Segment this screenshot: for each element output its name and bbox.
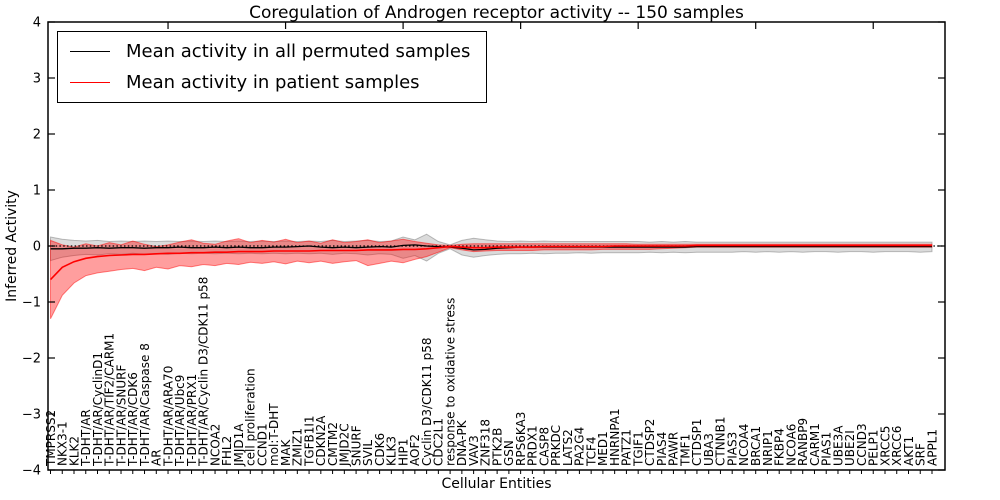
x-tick-label: NCOA2 xyxy=(208,424,222,466)
y-tick-label: 4 xyxy=(33,16,41,31)
x-tick-label: XRCC6 xyxy=(890,426,904,466)
x-tick-label: CCND1 xyxy=(255,423,269,466)
x-tick-label: RPS6KA3 xyxy=(514,412,528,466)
x-tick-label: RANBP9 xyxy=(796,418,810,466)
x-tick-label: KLK2 xyxy=(67,436,81,466)
x-tick-label: TCF4 xyxy=(585,436,599,467)
legend-item-permuted: Mean activity in all permuted samples xyxy=(70,38,470,65)
y-tick-label: −3 xyxy=(22,408,41,423)
x-tick-label: CDK6 xyxy=(373,433,387,466)
patient-line-swatch xyxy=(70,82,110,83)
x-tick-label: SVIL xyxy=(361,440,375,466)
x-tick-label: CTDSP1 xyxy=(690,419,704,466)
x-tick-label: T-DHT/AR xyxy=(79,409,93,467)
x-tick-label: TMF1 xyxy=(679,434,693,467)
x-tick-label: response to oxidative stress xyxy=(443,298,457,466)
x-tick-label: TGIF1 xyxy=(632,431,646,467)
x-tick-label: DNA-PK xyxy=(455,419,469,466)
x-tick-label: AR xyxy=(150,449,164,466)
x-tick-label: PTK2B xyxy=(490,428,504,466)
y-tick-label: 1 xyxy=(33,184,41,199)
legend-item-patient: Mean activity in patient samples xyxy=(70,69,470,96)
x-tick-label: TGFB1I1 xyxy=(302,415,316,467)
legend-label-patient: Mean activity in patient samples xyxy=(126,72,420,93)
x-axis-label: Cellular Entities xyxy=(441,476,552,492)
x-tick-label: CMTM2 xyxy=(326,422,340,466)
x-tick-label: CTDSP2 xyxy=(643,419,657,466)
x-tick-label: PATZ1 xyxy=(620,429,634,466)
x-tick-label: MAK xyxy=(279,438,293,466)
x-tick-label: T-DHT/AR/PRX1 xyxy=(185,374,199,467)
x-tick-label: NRIP1 xyxy=(761,430,775,466)
x-tick-label: T-DHT/AR/Cyclin D3/CDK11 p58 xyxy=(197,277,211,467)
x-tick-label: MED1 xyxy=(596,431,610,466)
x-tick-label: CDKN2A xyxy=(314,415,328,466)
x-tick-label: BRCA1 xyxy=(749,426,763,466)
x-tick-label: ZMIZ1 xyxy=(291,428,305,466)
y-tick-label: −1 xyxy=(22,296,41,311)
x-tick-label: T-DHT/AR/Ubc9 xyxy=(173,375,187,467)
x-tick-label: HNRNPA1 xyxy=(608,408,622,466)
legend-label-permuted: Mean activity in all permuted samples xyxy=(126,41,471,62)
x-tick-label: NCOA4 xyxy=(737,424,751,466)
x-tick-label: LATS2 xyxy=(561,429,575,466)
x-tick-label: CTNNB1 xyxy=(714,416,728,466)
x-tick-label: UBE3A xyxy=(831,425,845,466)
x-tick-label: NCOA6 xyxy=(784,424,798,466)
y-tick-label: 0 xyxy=(33,240,41,255)
x-tick-label: mol:T-DHT xyxy=(267,403,281,466)
x-tick-label: GSN xyxy=(502,440,516,466)
x-tick-label: PAWR xyxy=(667,432,681,466)
x-tick-label: FHL2 xyxy=(220,436,234,466)
y-tick-label: 3 xyxy=(33,72,41,87)
plot-border xyxy=(47,21,946,471)
x-tick-label: NKX3-1 xyxy=(56,421,70,466)
patient-mean-line xyxy=(49,244,932,281)
x-tick-label: Cyclin D3/CDK11 p58 xyxy=(420,337,434,466)
x-tick-label: PRKDC xyxy=(549,425,563,466)
x-tick-label: AKT1 xyxy=(902,436,916,466)
y-tick-label: 2 xyxy=(33,128,41,143)
x-tick-label: CCND3 xyxy=(855,423,869,466)
x-tick-label: PIAS1 xyxy=(820,432,834,466)
x-tick-label: JMJD1A xyxy=(232,423,246,467)
x-tick-label: CASP8 xyxy=(537,427,551,466)
x-tick-label: VAV3 xyxy=(467,435,481,466)
x-tick-label: UBE2I xyxy=(843,430,857,466)
x-tick-label: XRCC5 xyxy=(878,426,892,466)
x-tick-label: JMJD2C xyxy=(338,423,352,467)
x-tick-label: PIAS4 xyxy=(655,432,669,466)
y-tick-label: −2 xyxy=(22,352,41,367)
x-tick-label: UBA3 xyxy=(702,433,716,466)
x-tick-label: T-DHT/AR/CDK6 xyxy=(126,372,140,467)
chart-title: Coregulation of Androgen receptor activi… xyxy=(249,3,744,23)
x-tick-label: FKBP4 xyxy=(773,428,787,466)
y-tick-label: −4 xyxy=(22,464,41,479)
x-tick-label: PA2G4 xyxy=(573,427,587,466)
x-tick-label: PRDX1 xyxy=(526,425,540,466)
x-tick-label: T-DHT/AR/TIF2/CARM1 xyxy=(103,333,117,467)
x-tick-label: T-DHT/AR/CyclinD1 xyxy=(91,352,105,467)
x-tick-label: KLK3 xyxy=(385,436,399,466)
x-tick-label: AOF2 xyxy=(408,434,422,466)
x-tick-label: PIAS3 xyxy=(726,432,740,466)
x-tick-label: SNURF xyxy=(349,425,363,466)
x-tick-label: cell proliferation xyxy=(244,368,258,466)
x-tick-label: APPL1 xyxy=(925,429,939,466)
x-tick-label: SRF xyxy=(914,443,928,466)
x-tick-label: T-DHT/AR/ARA70 xyxy=(161,366,175,467)
permuted-line-swatch xyxy=(70,51,110,52)
permuted-mean-line xyxy=(50,244,932,251)
y-axis-label: Inferred Activity xyxy=(4,190,20,302)
x-tick-label: PELP1 xyxy=(867,430,881,466)
x-tick-label: T-DHT/AR/SNURF xyxy=(114,365,128,468)
legend: Mean activity in all permuted samples Me… xyxy=(57,31,488,103)
x-tick-label: CDC2L1 xyxy=(432,418,446,466)
x-tick-label: T-DHT/AR/Caspase 8 xyxy=(138,343,152,467)
x-tick-label: CARM1 xyxy=(808,423,822,466)
x-tick-label: HIP1 xyxy=(396,439,410,466)
x-tick-label: ZNF318 xyxy=(479,419,493,466)
